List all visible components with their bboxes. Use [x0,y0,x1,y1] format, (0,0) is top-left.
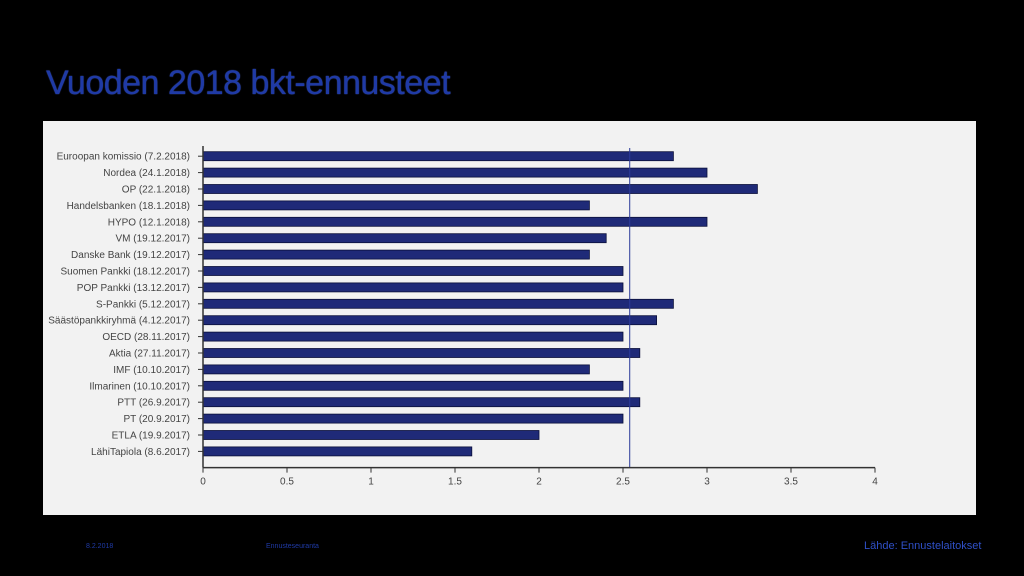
footer-date: 8.2.2018 [86,543,114,550]
x-tick-label: 0 [200,477,206,488]
category-label: VM (19.12.2017) [116,234,191,245]
category-label: Säästöpankkiryhmä (4.12.2017) [48,316,190,327]
category-label: PTT (26.9.2017) [117,398,190,409]
bar [202,282,624,293]
bar [202,184,758,194]
bar [202,167,708,178]
category-label: LähiTapiola (8.6.2017) [91,447,190,458]
category-label: S-Pankki (5.12.2017) [96,299,190,310]
category-label: Danske Bank (19.12.2017) [71,250,190,261]
bar [202,331,624,342]
x-tick-label: 4 [872,477,878,488]
bar [202,266,624,276]
bar [202,380,624,391]
bar [202,298,674,309]
category-label: Nordea (24.1.2018) [103,168,190,179]
category-label: Handelsbanken (18.1.2018) [67,201,190,212]
category-label: OP (22.1.2018) [122,185,190,196]
x-tick-label: 0.5 [280,477,294,488]
bar [202,233,607,244]
footer-center-text: Ennusteseuranta [266,543,319,550]
bar [202,315,658,326]
x-tick-label: 2.5 [616,477,630,488]
x-tick-label: 1.5 [448,477,462,488]
bar [202,216,708,227]
bar [202,364,590,375]
bar [202,348,641,358]
source-note: Lähde: Ennustelaitokset [864,540,982,552]
bar [202,397,641,408]
gdp-forecast-bar-chart: Euroopan komissio (7.2.2018) Nordea (24.1… [48,146,878,488]
bar [202,446,473,457]
bar [202,200,590,211]
bar [202,151,674,162]
category-label: ETLA (19.9.2017) [112,431,190,442]
x-tick-label: 1 [368,477,374,488]
category-label: Euroopan komissio (7.2.2018) [57,152,190,163]
category-label: PT (20.9.2017) [123,414,190,425]
chart-panel: Euroopan komissio (7.2.2018) Nordea (24.1… [43,121,976,515]
slide-title: Vuoden 2018 bkt-ennusteet [46,64,451,102]
bar [202,249,590,260]
category-label: Suomen Pankki (18.12.2017) [60,267,190,278]
category-label: POP Pankki (13.12.2017) [77,283,190,294]
category-label: IMF (10.10.2017) [113,365,190,376]
x-tick-label: 3 [704,477,710,488]
category-label: HYPO (12.1.2018) [108,217,190,228]
category-label: OECD (28.11.2017) [102,332,190,343]
category-label: Aktia (27.11.2017) [109,349,190,360]
bar [202,413,624,424]
x-tick-label: 3.5 [784,477,798,488]
category-label: Ilmarinen (10.10.2017) [89,381,190,392]
bar [202,430,540,440]
x-tick-label: 2 [536,477,542,488]
